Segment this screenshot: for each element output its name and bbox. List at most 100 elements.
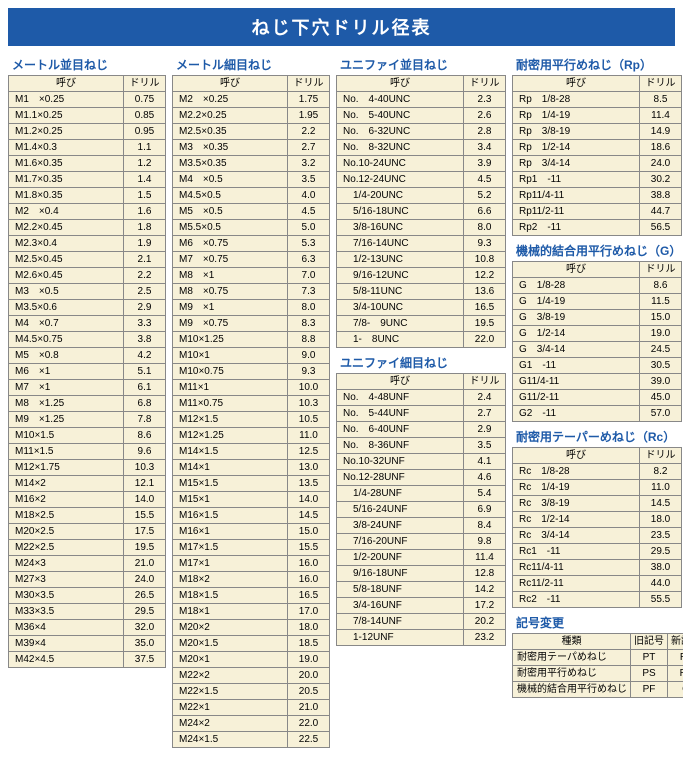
- cell-name: 9/16-12UNC: [337, 268, 464, 284]
- table-row: 5/16-18UNC6.6: [337, 204, 506, 220]
- cell-drill: 45.0: [640, 390, 682, 406]
- cell-name: M24×1.5: [173, 732, 288, 748]
- cell-drill: 19.5: [124, 540, 166, 556]
- cell-name: G2 -11: [513, 406, 640, 422]
- cell-name: 1/2-20UNF: [337, 550, 464, 566]
- cell-name: 3/4-10UNC: [337, 300, 464, 316]
- cell-drill: 16.0: [288, 572, 330, 588]
- cell-name: G11/4-11: [513, 374, 640, 390]
- cell-name: M1.4×0.3: [9, 140, 124, 156]
- th-drill: ドリル: [124, 76, 166, 92]
- table-row: M3 ×0.52.5: [9, 284, 166, 300]
- table-row: No.12-24UNC4.5: [337, 172, 506, 188]
- th-name: 呼び: [9, 76, 124, 92]
- th-drill: ドリル: [464, 374, 506, 390]
- th-name: 呼び: [513, 76, 640, 92]
- cell-name: M42×4.5: [9, 652, 124, 668]
- table-row: M18×117.0: [173, 604, 330, 620]
- cell-drill: 1.9: [124, 236, 166, 252]
- cell-drill: 14.0: [124, 492, 166, 508]
- table-row: M9 ×1.257.8: [9, 412, 166, 428]
- table-row: Rc11/2-1144.0: [513, 576, 682, 592]
- table-row: No. 5-44UNF2.7: [337, 406, 506, 422]
- table-row: No. 6-32UNC2.8: [337, 124, 506, 140]
- cell-drill: 1.8: [124, 220, 166, 236]
- th-drill: ドリル: [640, 448, 682, 464]
- cell-drill: 0.95: [124, 124, 166, 140]
- table-row: M7 ×0.756.3: [173, 252, 330, 268]
- table-row: M20×119.0: [173, 652, 330, 668]
- table-row: M12×1.2511.0: [173, 428, 330, 444]
- cell-drill: 2.2: [124, 268, 166, 284]
- cell-name: M2.3×0.4: [9, 236, 124, 252]
- table-row: M20×1.518.5: [173, 636, 330, 652]
- table-row: 3/4-16UNF17.2: [337, 598, 506, 614]
- cell-name: M24×2: [173, 716, 288, 732]
- table-row: Rp 3/4-1424.0: [513, 156, 682, 172]
- cell-name: M16×2: [9, 492, 124, 508]
- cell-drill: 10.8: [464, 252, 506, 268]
- cell-name: G 1/8-28: [513, 278, 640, 294]
- cell-name: M5 ×0.5: [173, 204, 288, 220]
- cell-name: M6 ×0.75: [173, 236, 288, 252]
- table-row: M15×114.0: [173, 492, 330, 508]
- table-row: G11/4-1139.0: [513, 374, 682, 390]
- cell-name: M39×4: [9, 636, 124, 652]
- table-row: M4 ×0.73.3: [9, 316, 166, 332]
- cell-old: PF: [631, 682, 668, 698]
- cell-drill: 44.0: [640, 576, 682, 592]
- cell-name: M4 ×0.5: [173, 172, 288, 188]
- cell-name: Rc11/2-11: [513, 576, 640, 592]
- cell-name: 1/4-20UNC: [337, 188, 464, 204]
- cell-drill: 21.0: [124, 556, 166, 572]
- cell-drill: 8.0: [464, 220, 506, 236]
- cell-drill: 3.8: [124, 332, 166, 348]
- cell-drill: 2.9: [464, 422, 506, 438]
- cell-drill: 8.4: [464, 518, 506, 534]
- cell-name: M17×1: [173, 556, 288, 572]
- metric-coarse-table: 呼び ドリル M1 ×0.250.75M1.1×0.250.85M1.2×0.2…: [8, 75, 166, 668]
- cell-drill: 6.3: [288, 252, 330, 268]
- cell-name: M30×3.5: [9, 588, 124, 604]
- cell-name: No. 8-32UNC: [337, 140, 464, 156]
- cell-name: 7/8-14UNF: [337, 614, 464, 630]
- cell-drill: 8.0: [288, 300, 330, 316]
- cell-drill: 23.5: [640, 528, 682, 544]
- cell-drill: 22.5: [288, 732, 330, 748]
- rp-table: 呼び ドリル Rp 1/8-288.5Rp 1/4-1911.4Rp 3/8-1…: [512, 75, 682, 236]
- table-row: Rc 3/4-1423.5: [513, 528, 682, 544]
- table-row: M1.2×0.250.95: [9, 124, 166, 140]
- cell-drill: 4.5: [288, 204, 330, 220]
- table-row: 5/16-24UNF6.9: [337, 502, 506, 518]
- cell-drill: 12.1: [124, 476, 166, 492]
- cell-name: 7/16-14UNC: [337, 236, 464, 252]
- table-row: 1- 8UNC22.0: [337, 332, 506, 348]
- cell-drill: 1.5: [124, 188, 166, 204]
- cell-name: M16×1.5: [173, 508, 288, 524]
- cell-kind: 機械的結合用平行めねじ: [513, 682, 631, 698]
- table-row: M5 ×0.84.2: [9, 348, 166, 364]
- cell-drill: 9.6: [124, 444, 166, 460]
- table-row: G2 -1157.0: [513, 406, 682, 422]
- cell-drill: 18.6: [640, 140, 682, 156]
- cell-name: M15×1: [173, 492, 288, 508]
- table-row: No. 6-40UNF2.9: [337, 422, 506, 438]
- table-row: Rp11/2-1144.7: [513, 204, 682, 220]
- cell-name: M7 ×0.75: [173, 252, 288, 268]
- cell-drill: 22.0: [464, 332, 506, 348]
- table-row: M2 ×0.41.6: [9, 204, 166, 220]
- table-row: M20×218.0: [173, 620, 330, 636]
- table-row: 7/8- 9UNC19.5: [337, 316, 506, 332]
- cell-name: M11×1: [173, 380, 288, 396]
- table-row: M16×115.0: [173, 524, 330, 540]
- cell-drill: 38.8: [640, 188, 682, 204]
- cell-drill: 19.5: [464, 316, 506, 332]
- table-row: M22×1.520.5: [173, 684, 330, 700]
- cell-drill: 9.8: [464, 534, 506, 550]
- rp-title: 耐密用平行めねじ（Rp）: [516, 56, 682, 73]
- table-row: M22×121.0: [173, 700, 330, 716]
- cell-drill: 24.5: [640, 342, 682, 358]
- cell-drill: 3.9: [464, 156, 506, 172]
- cell-drill: 8.8: [288, 332, 330, 348]
- th-new: 新記号: [668, 634, 683, 650]
